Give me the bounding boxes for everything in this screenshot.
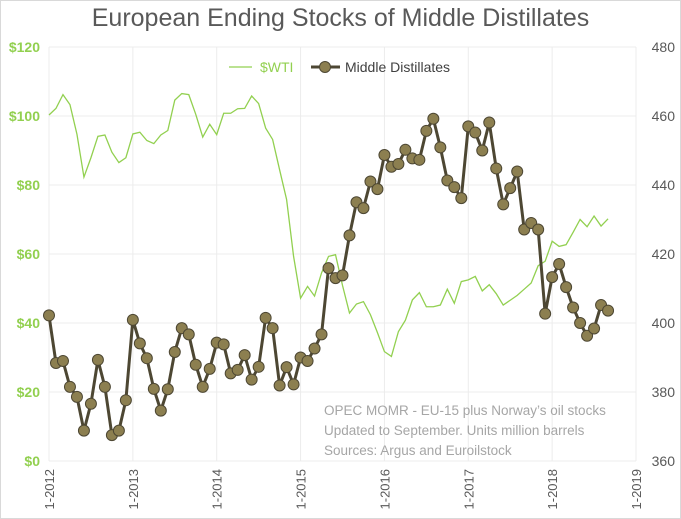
middle-distillates-point bbox=[43, 309, 55, 322]
note-line-3: Sources: Argus and Euroilstock bbox=[324, 443, 512, 458]
middle-distillates-point bbox=[469, 126, 482, 139]
middle-distillates-point bbox=[196, 380, 209, 393]
middle-distillates-point bbox=[399, 143, 412, 156]
middle-distillates-point bbox=[546, 271, 559, 284]
middle-distillates-point bbox=[63, 380, 76, 393]
middle-distillates-point bbox=[133, 337, 146, 350]
note-line-2: Updated to September. Units million barr… bbox=[324, 423, 585, 438]
middle-distillates-point bbox=[504, 182, 517, 195]
x-tick-label: 1-2013 bbox=[126, 469, 141, 509]
middle-distillates-point bbox=[364, 175, 377, 188]
right-tick-label: 460 bbox=[652, 108, 676, 124]
middle-distillates-point bbox=[413, 153, 426, 166]
middle-distillates-point bbox=[588, 322, 601, 335]
legend-distillates-marker bbox=[319, 61, 331, 73]
middle-distillates-point bbox=[119, 394, 132, 407]
middle-distillates-point bbox=[455, 192, 468, 205]
x-tick-label: 1-2018 bbox=[545, 469, 560, 509]
middle-distillates-point bbox=[560, 281, 573, 294]
middle-distillates-point bbox=[532, 223, 545, 236]
left-tick-label: $120 bbox=[9, 39, 40, 55]
middle-distillates-point bbox=[98, 380, 111, 393]
left-tick-label: $0 bbox=[24, 453, 40, 469]
middle-distillates-point bbox=[126, 313, 139, 326]
middle-distillates-point bbox=[77, 424, 90, 437]
x-tick-label: 1-2016 bbox=[377, 469, 392, 509]
middle-distillates-point bbox=[217, 338, 230, 351]
middle-distillates-point bbox=[287, 378, 300, 391]
right-tick-label: 400 bbox=[652, 315, 676, 331]
middle-distillates-point bbox=[371, 183, 384, 196]
middle-distillates-point bbox=[434, 141, 447, 154]
x-tick-label: 1-2017 bbox=[461, 469, 476, 509]
middle-distillates-point bbox=[602, 304, 615, 317]
middle-distillates-point bbox=[581, 329, 594, 342]
middle-distillates-point bbox=[182, 328, 195, 341]
middle-distillates-point bbox=[161, 383, 174, 396]
middle-distillates-point bbox=[574, 317, 587, 329]
middle-distillates-point bbox=[252, 360, 265, 373]
middle-distillates-point bbox=[259, 311, 272, 324]
middle-distillates-point bbox=[238, 349, 251, 362]
chart-title: European Ending Stocks of Middle Distill… bbox=[91, 4, 590, 32]
middle-distillates-point bbox=[343, 229, 356, 242]
middle-distillates-point bbox=[490, 162, 503, 175]
middle-distillates-point bbox=[553, 258, 566, 271]
middle-distillates-point bbox=[322, 262, 335, 275]
right-tick-label: 480 bbox=[652, 39, 676, 55]
middle-distillates-point bbox=[336, 269, 349, 282]
x-tick-label: 1-2019 bbox=[629, 469, 644, 509]
middle-distillates-point bbox=[567, 301, 580, 314]
middle-distillates-point bbox=[448, 181, 461, 194]
middle-distillates-point bbox=[91, 353, 104, 366]
source-note: OPEC MOMR - EU-15 plus Norway’s oil stoc… bbox=[324, 401, 606, 461]
middle-distillates-point bbox=[315, 328, 328, 341]
left-tick-label: $40 bbox=[17, 315, 41, 331]
middle-distillates-point bbox=[539, 307, 552, 320]
middle-distillates-point bbox=[301, 354, 314, 367]
x-tick-label: 1-2012 bbox=[42, 469, 57, 509]
left-tick-label: $60 bbox=[17, 246, 41, 262]
right-tick-label: 440 bbox=[652, 177, 676, 193]
right-tick-label: 420 bbox=[652, 246, 676, 262]
middle-distillates-point bbox=[189, 358, 202, 371]
middle-distillates-point bbox=[266, 322, 279, 335]
middle-distillates-point bbox=[245, 373, 258, 386]
middle-distillates-point bbox=[497, 198, 510, 211]
middle-distillates-point bbox=[511, 165, 524, 178]
middle-distillates-point bbox=[308, 342, 321, 355]
middle-distillates-point bbox=[427, 112, 440, 125]
middle-distillates-point bbox=[476, 144, 489, 157]
middle-distillates-point bbox=[84, 397, 97, 410]
x-tick-label: 1-2015 bbox=[294, 469, 309, 509]
middle-distillates-point bbox=[154, 404, 167, 417]
right-tick-label: 360 bbox=[652, 453, 676, 469]
legend-distillates-label: Middle Distillates bbox=[345, 59, 450, 75]
middle-distillates-point bbox=[140, 352, 153, 365]
middle-distillates-point bbox=[378, 148, 391, 161]
middle-distillates-point bbox=[70, 390, 83, 403]
right-tick-label: 380 bbox=[652, 384, 676, 400]
middle-distillates-point bbox=[147, 382, 160, 395]
wti-line bbox=[48, 92, 609, 358]
left-tick-label: $80 bbox=[17, 177, 41, 193]
middle-distillates-point bbox=[231, 363, 244, 376]
middle-distillates-point bbox=[483, 116, 496, 129]
left-tick-label: $20 bbox=[17, 384, 41, 400]
middle-distillates-point bbox=[420, 124, 433, 137]
middle-distillates-point bbox=[168, 345, 181, 358]
middle-distillates-point bbox=[273, 379, 286, 392]
middle-distillates-point bbox=[56, 354, 69, 367]
middle-distillates-point bbox=[280, 361, 293, 374]
middle-distillates-point bbox=[392, 157, 405, 170]
middle-distillates-point bbox=[203, 362, 216, 375]
legend-wti-label: $WTI bbox=[260, 59, 293, 75]
middle-distillates-point bbox=[357, 202, 370, 215]
left-tick-label: $100 bbox=[9, 108, 40, 124]
x-tick-label: 1-2014 bbox=[210, 469, 225, 509]
note-line-1: OPEC MOMR - EU-15 plus Norway’s oil stoc… bbox=[324, 403, 606, 418]
middle-distillates-point bbox=[112, 424, 125, 437]
